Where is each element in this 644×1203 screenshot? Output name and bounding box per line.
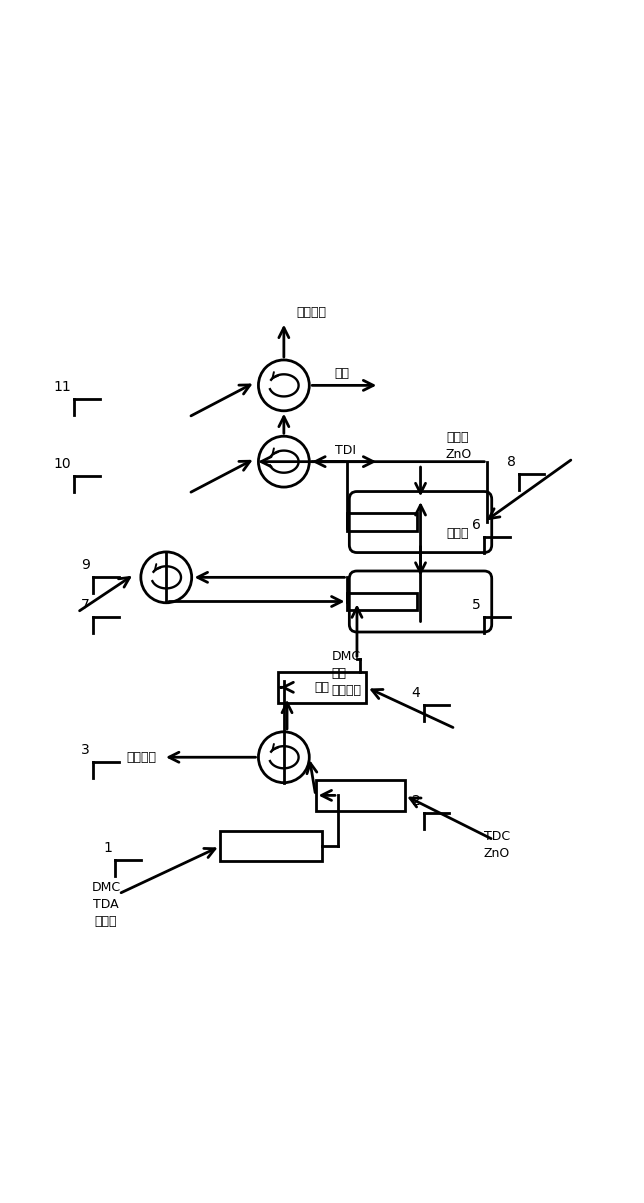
Text: 1: 1 bbox=[103, 841, 112, 855]
Bar bbox=[220, 831, 322, 861]
Text: 10: 10 bbox=[53, 457, 71, 470]
Bar bbox=[316, 780, 404, 811]
Text: 热载体
ZnO: 热载体 ZnO bbox=[446, 431, 472, 461]
Text: 11: 11 bbox=[53, 380, 71, 395]
Text: 5: 5 bbox=[472, 598, 481, 611]
Text: DMC
甲醇
乙酸甲酯: DMC 甲醇 乙酸甲酯 bbox=[332, 650, 361, 697]
Text: 8: 8 bbox=[507, 455, 516, 469]
Text: 6: 6 bbox=[472, 518, 481, 532]
Text: 减压系统: 减压系统 bbox=[127, 751, 156, 764]
Bar bbox=[347, 593, 417, 610]
Text: 9: 9 bbox=[81, 558, 90, 573]
Text: 减压系统: 减压系统 bbox=[297, 306, 327, 319]
Text: 7: 7 bbox=[81, 598, 90, 611]
Text: TDI: TDI bbox=[335, 444, 355, 457]
Text: 3: 3 bbox=[81, 742, 90, 757]
Text: 热载体: 热载体 bbox=[446, 527, 468, 540]
Bar bbox=[278, 672, 366, 703]
Text: 2: 2 bbox=[412, 794, 421, 808]
Text: 溶剂: 溶剂 bbox=[314, 681, 330, 694]
Text: 4: 4 bbox=[412, 686, 421, 700]
Text: TDC
ZnO: TDC ZnO bbox=[484, 830, 510, 860]
Text: 甲醇: 甲醇 bbox=[335, 367, 350, 380]
Text: DMC
TDA
乙酸锌: DMC TDA 乙酸锌 bbox=[91, 881, 120, 929]
Bar bbox=[347, 514, 417, 531]
